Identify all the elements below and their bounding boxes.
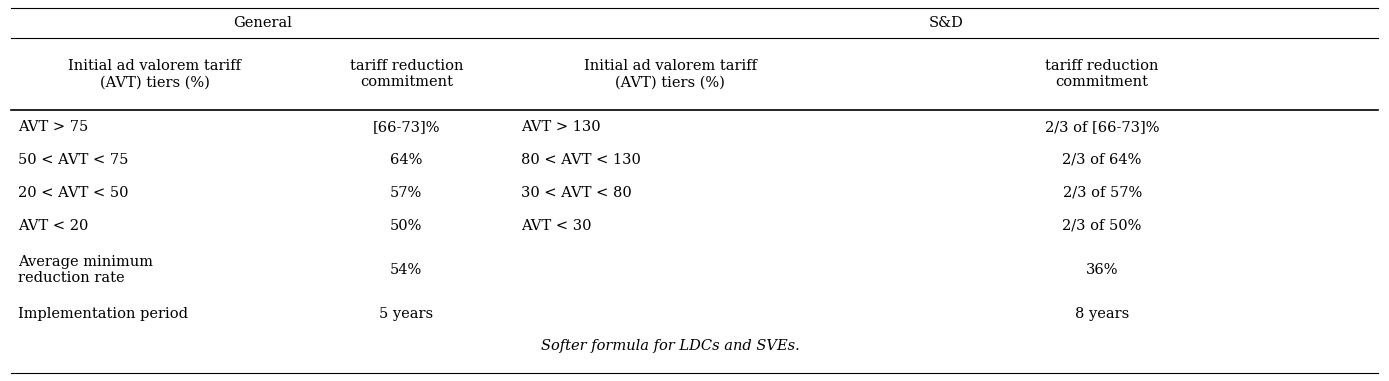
Text: S&D: S&D bbox=[928, 16, 964, 30]
Text: 30 < AVT < 80: 30 < AVT < 80 bbox=[521, 186, 632, 200]
Text: 2/3 of [66-73]%: 2/3 of [66-73]% bbox=[1045, 120, 1160, 134]
Text: 5 years: 5 years bbox=[379, 307, 433, 321]
Text: AVT < 30: AVT < 30 bbox=[521, 219, 592, 233]
Text: 2/3 of 50%: 2/3 of 50% bbox=[1063, 219, 1142, 233]
Text: 64%: 64% bbox=[390, 153, 422, 167]
Text: AVT > 75: AVT > 75 bbox=[18, 120, 89, 134]
Text: AVT < 20: AVT < 20 bbox=[18, 219, 89, 233]
Text: 57%: 57% bbox=[390, 186, 422, 200]
Text: tariff reduction
commitment: tariff reduction commitment bbox=[350, 59, 463, 90]
Text: 36%: 36% bbox=[1086, 263, 1118, 277]
Text: 2/3 of 57%: 2/3 of 57% bbox=[1063, 186, 1142, 200]
Text: Initial ad valorem tariff
(AVT) tiers (%): Initial ad valorem tariff (AVT) tiers (%… bbox=[68, 59, 242, 90]
Text: Initial ad valorem tariff
(AVT) tiers (%): Initial ad valorem tariff (AVT) tiers (%… bbox=[583, 59, 757, 90]
Text: General: General bbox=[233, 16, 292, 30]
Text: Average minimum
reduction rate: Average minimum reduction rate bbox=[18, 255, 153, 285]
Text: [66-73]%: [66-73]% bbox=[372, 120, 440, 134]
Text: 2/3 of 64%: 2/3 of 64% bbox=[1063, 153, 1142, 167]
Text: 8 years: 8 years bbox=[1075, 307, 1129, 321]
Text: Softer formula for LDCs and SVEs.: Softer formula for LDCs and SVEs. bbox=[540, 339, 800, 353]
Text: Implementation period: Implementation period bbox=[18, 307, 188, 321]
Text: 50 < AVT < 75: 50 < AVT < 75 bbox=[18, 153, 128, 167]
Text: AVT > 130: AVT > 130 bbox=[521, 120, 600, 134]
Text: tariff reduction
commitment: tariff reduction commitment bbox=[1046, 59, 1158, 90]
Text: 54%: 54% bbox=[390, 263, 422, 277]
Text: 80 < AVT < 130: 80 < AVT < 130 bbox=[521, 153, 640, 167]
Text: 50%: 50% bbox=[390, 219, 422, 233]
Text: 20 < AVT < 50: 20 < AVT < 50 bbox=[18, 186, 129, 200]
